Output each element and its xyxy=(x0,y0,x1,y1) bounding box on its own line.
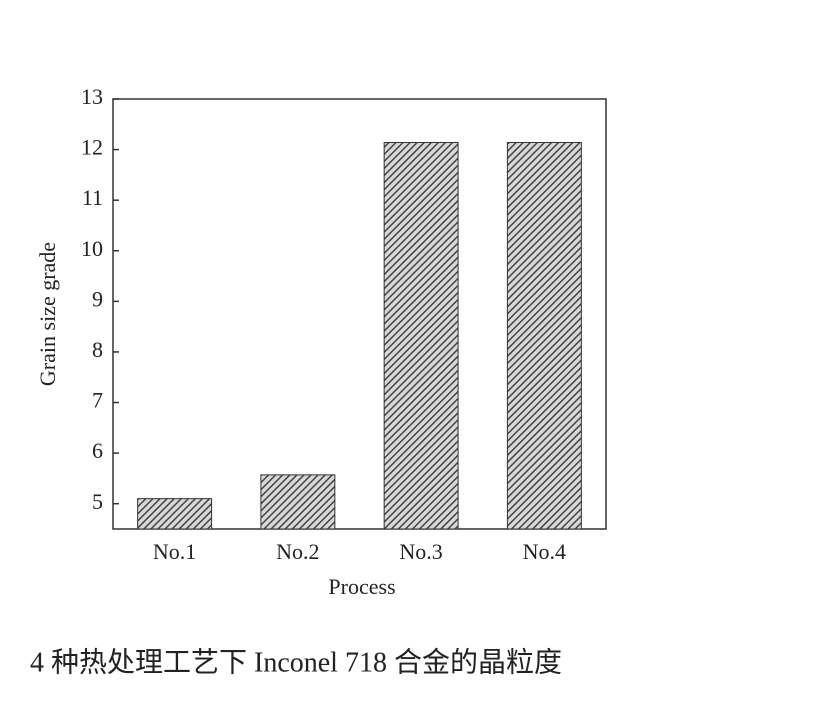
x-tick-label: No.1 xyxy=(153,539,196,564)
y-tick-label: 5 xyxy=(92,489,103,514)
x-tick-label: No.4 xyxy=(523,539,566,564)
y-tick-label: 13 xyxy=(81,84,103,109)
bar xyxy=(260,474,336,530)
caption: 4 种热处理工艺下 Inconel 718 合金的晶粒度 xyxy=(30,646,562,678)
y-tick-label: 8 xyxy=(92,337,103,362)
y-tick-label: 9 xyxy=(92,286,103,311)
y-tick-label: 7 xyxy=(92,388,103,413)
bar xyxy=(506,142,582,530)
bar xyxy=(383,142,459,530)
bar xyxy=(137,498,213,530)
x-axis-label: Process xyxy=(328,574,395,599)
x-tick-label: No.2 xyxy=(276,539,319,564)
plot-frame xyxy=(112,98,607,530)
y-tick-label: 6 xyxy=(92,438,103,463)
y-axis-label: Grain size grade xyxy=(35,242,60,386)
y-tick-label: 12 xyxy=(81,135,103,160)
y-tick-label: 11 xyxy=(82,185,103,210)
x-tick-label: No.3 xyxy=(399,539,442,564)
y-tick-label: 10 xyxy=(81,236,103,261)
